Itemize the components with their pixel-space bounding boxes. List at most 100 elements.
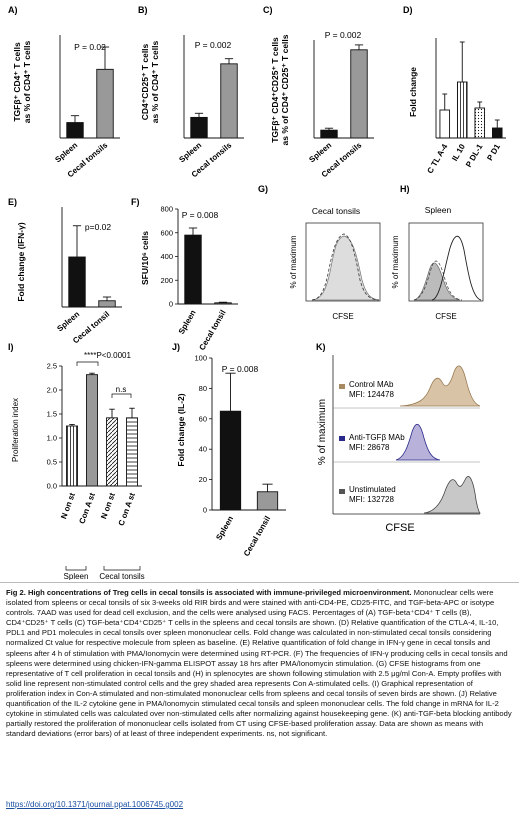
panel-d-ylabel: Fold change [408, 67, 418, 117]
panel-d-bar-1 [439, 109, 451, 139]
panel-f-label: F) [131, 197, 140, 207]
panel-e-bar-1 [68, 256, 86, 308]
caption-divider [0, 582, 519, 583]
panel-j-y-tick-label: 20 [199, 475, 207, 484]
panel-d-label: D) [403, 5, 413, 15]
panel-g-control-histogram [311, 233, 380, 301]
panel-i-sig2: n.s [116, 385, 127, 394]
panel-k: K) % of maximum Control MAb MFI: 124478 … [316, 342, 481, 534]
panel-d-chart: C TL A-4 IL 10P DL-1 P D1 [425, 38, 506, 175]
panel-f-bar-2 [214, 302, 232, 305]
panel-j-pvalue: P = 0.008 [222, 364, 259, 374]
panel-d-bar-2 [456, 81, 468, 139]
panel-k-ylabel: % of maximum [317, 399, 328, 465]
panel-g-label: G) [258, 184, 268, 194]
panel-i-y-tick-label: 0.5 [47, 458, 57, 467]
panel-f-ylabel: SFU/10⁶ cells [140, 231, 150, 285]
panel-c: C) TGFβ⁺ CD4⁺CD25⁺ T cells as % of CD4⁺ … [263, 5, 374, 179]
panel-f-y-tick-label: 0 [169, 300, 173, 309]
panel-d-category-label-4: P D1 [485, 142, 502, 162]
panel-k-legend-swatch-2 [339, 436, 345, 441]
panel-b: B) CD4⁺CD25⁺ T cells as % of CD4⁺ T cell… [138, 5, 244, 179]
panel-f: F) SFU/10⁶ cells P = 0.008 0 200 400 600 800… [131, 197, 238, 352]
panel-e-bar-2 [98, 300, 116, 308]
panel-i-bar-2 [86, 374, 98, 487]
panel-d-category-label-2: IL 10 [450, 142, 467, 163]
panel-h-label: H) [400, 184, 410, 194]
panel-h: H) Spleen % of maximum CFSE [391, 184, 484, 321]
panel-a-ylabel-2: as % of CD4⁺ T cells [22, 41, 32, 124]
panel-f-chart: 0 200 400 600 800 Spleen Cecal tonsil [160, 205, 238, 352]
panel-h-xlabel: CFSE [435, 312, 456, 321]
panel-c-category-label-1: Spleen [307, 141, 333, 165]
panel-c-bar-1 [320, 129, 338, 139]
panel-i-group1-bracket [65, 566, 87, 571]
panel-i-y-tick-label: 2.5 [47, 362, 57, 371]
panel-i: I) Proliferation index ****P<0.0001 n.s … [8, 342, 145, 580]
panel-j-y-tick-label: 0 [203, 506, 207, 515]
panel-i-y-tick-label: 1.0 [47, 434, 57, 443]
figure-caption: Fig 2. High concentrations of Treg cells… [6, 588, 514, 739]
panel-e-category-label-1: Spleen [55, 310, 81, 334]
panel-d-category-label-3: P DL-1 [464, 142, 485, 169]
panel-j-bar-1 [219, 410, 242, 511]
panel-i-ylabel: Proliferation index [11, 398, 20, 462]
panel-j-category-label-1: Spleen [214, 514, 235, 541]
panel-k-legend-swatch-1 [339, 384, 345, 389]
panel-f-y-tick-label: 400 [160, 252, 173, 261]
panel-j: J) Fold change (IL-2) P = 0.008 0 20 40 60 8… [172, 342, 286, 558]
panel-d-bar-3 [474, 107, 486, 139]
panel-k-legend-mfi-1: MFI: 124478 [349, 390, 394, 399]
panel-i-label: I) [8, 342, 14, 352]
panel-d-category-label-1: C TL A-4 [425, 142, 449, 175]
panel-k-legend-name-3: Unstimulated [349, 485, 396, 494]
panel-k-antitgf-histogram [395, 424, 441, 461]
panel-a-bar-2 [96, 68, 114, 139]
panel-f-category-label-1: Spleen [177, 308, 198, 335]
panel-g-xlabel: CFSE [332, 312, 353, 321]
panel-g-title: Cecal tonsils [312, 206, 360, 216]
panel-f-y-tick-label: 200 [160, 276, 173, 285]
panel-d: D) Fold change C TL A-4 IL 10P DL-1 P D1 [403, 5, 506, 175]
panel-k-legend-swatch-3 [339, 489, 345, 494]
panel-i-category-label-1: N on st [59, 491, 77, 520]
panel-i-bar-1 [66, 425, 78, 487]
panel-c-ylabel-1: TGFβ⁺ CD4⁺CD25⁺ T cells [270, 37, 280, 143]
panel-i-group1: Spleen [64, 572, 89, 580]
caption-title: Fig 2. High concentrations of Treg cells… [6, 588, 412, 597]
panel-g-conA-histogram [311, 235, 380, 301]
caption-body: Mononuclear cells were isolated from spl… [6, 588, 512, 739]
panel-f-bar-1 [184, 234, 202, 305]
panel-h-control-histogram [431, 235, 482, 301]
panel-j-y-tick-label: 40 [199, 445, 207, 454]
doi-link[interactable]: https://doi.org/10.1371/journal.ppat.100… [6, 800, 184, 809]
panel-i-bar-3 [106, 417, 118, 487]
panel-b-ylabel-2: as % of CD4⁺ T cells [150, 41, 160, 124]
panel-h-dashed-histogram [413, 260, 463, 301]
panel-k-unstim-histogram [423, 476, 481, 514]
panel-a-ylabel-1: TGFβ⁺ CD4⁺ T cells [12, 42, 22, 122]
panel-f-pvalue: P = 0.008 [182, 210, 219, 220]
panel-a-category-label-1: Spleen [53, 141, 79, 165]
panel-j-ylabel: Fold change (IL-2) [176, 393, 186, 466]
panel-i-group2: Cecal tonsils [99, 572, 144, 580]
panel-a-pvalue: P = 0.02 [74, 42, 106, 52]
panel-j-y-tick-label: 100 [194, 354, 207, 363]
panel-c-bar-2 [350, 49, 368, 139]
panel-c-pvalue: P = 0.002 [325, 30, 362, 40]
panel-f-y-tick-label: 600 [160, 228, 173, 237]
panel-a-bar-1 [66, 122, 84, 139]
panel-h-ylabel: % of maximum [391, 235, 400, 288]
panel-h-frame [408, 222, 484, 302]
panel-i-chart: 0.0 0.5 1.0 1.5 2.0 2.5 N on st Con A st N on st… [47, 362, 142, 527]
panel-b-bar-2 [220, 63, 238, 139]
panel-i-category-label-4: C on A st [117, 491, 137, 527]
panel-j-bar-2 [256, 491, 279, 511]
panel-e: E) Fold change (IFN-γ) p=0.02 SpleenCeca… [8, 197, 122, 345]
panel-j-category-label-2: Cecal tonsil [242, 515, 272, 558]
panel-f-y-tick-label: 800 [160, 205, 173, 214]
panel-i-sig2-bracket [111, 393, 132, 398]
